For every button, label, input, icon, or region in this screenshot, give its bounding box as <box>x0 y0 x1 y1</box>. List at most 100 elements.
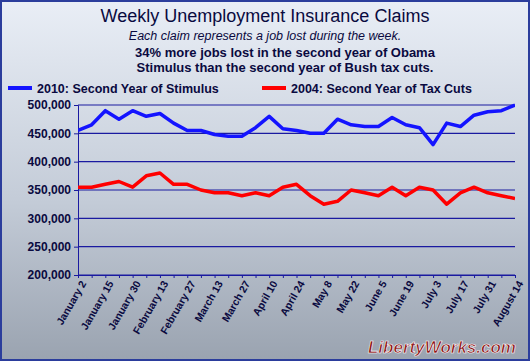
tick-mark <box>256 275 257 278</box>
annotation: 34% more jobs lost in the second year of… <box>135 45 436 60</box>
tick <box>337 275 338 278</box>
tick <box>392 275 393 278</box>
tick-mark <box>310 275 311 278</box>
tick-label: July 17 <box>443 278 471 315</box>
subtitle: Each claim represents a job lost during … <box>129 29 401 43</box>
tick-label: 250,000 <box>28 240 72 254</box>
legend-swatch <box>262 86 286 90</box>
grid-line <box>78 133 515 134</box>
tick-label: July 31 <box>470 278 498 315</box>
tick-mark <box>365 275 366 278</box>
tick-mark <box>74 190 78 191</box>
y-axis: 200,000 250,000 300,000 350,000 400,000 450,0… <box>28 98 79 282</box>
tick-mark <box>74 218 78 219</box>
tick-mark <box>460 275 461 278</box>
tick-label: August 14 <box>490 278 526 328</box>
tick: July 17 <box>443 275 471 315</box>
grid-line <box>78 246 515 247</box>
tick-mark <box>133 275 134 278</box>
tick-label: 400,000 <box>28 155 72 169</box>
series-line <box>78 173 515 204</box>
axis-line <box>74 106 79 276</box>
grid-line <box>78 218 515 219</box>
tick-label: 500,000 <box>28 98 72 112</box>
tick-label: 300,000 <box>28 212 72 226</box>
tick-mark <box>74 133 78 134</box>
tick-mark <box>74 275 78 276</box>
plot-area <box>78 105 515 204</box>
tick <box>146 275 147 278</box>
tick <box>501 275 502 278</box>
tick-mark <box>337 275 338 278</box>
tick-mark <box>392 275 393 278</box>
tick: July 3 <box>418 275 443 310</box>
tick-mark <box>105 275 106 278</box>
tick <box>283 275 284 278</box>
tick-mark <box>74 162 78 163</box>
tick: 350,000 <box>28 183 78 197</box>
x-axis: January 2January 15January 30February 13… <box>53 275 525 336</box>
tick-mark <box>74 247 78 248</box>
tick-label: May 22 <box>334 278 362 314</box>
tick-label: April 24 <box>277 278 307 317</box>
tick-mark <box>324 275 325 278</box>
tick: May 22 <box>334 275 362 315</box>
tick-mark <box>215 275 216 278</box>
title: Weekly Unemployment Insurance Claims <box>101 6 430 26</box>
tick: June 5 <box>362 275 389 313</box>
tick: February 27 <box>157 275 197 336</box>
tick <box>92 275 93 278</box>
legend-label: 2010: Second Year of Stimulus <box>37 82 219 96</box>
tick-label: May 8 <box>309 278 334 309</box>
tick-label: February 27 <box>157 278 197 336</box>
tick: August 14 <box>490 275 526 328</box>
tick <box>201 275 202 278</box>
grid-line <box>78 104 515 105</box>
legend-label: 2004: Second Year of Tax Cuts <box>291 82 472 96</box>
tick-mark <box>351 275 352 278</box>
tick-label: 350,000 <box>28 183 72 197</box>
tick: April 24 <box>277 275 307 318</box>
tick-label: April 10 <box>250 278 280 317</box>
tick: 250,000 <box>28 240 78 254</box>
tick <box>310 275 311 278</box>
legend-item: 2004: Second Year of Tax Cuts <box>262 82 472 96</box>
tick-mark <box>515 275 516 278</box>
tick <box>419 275 420 278</box>
tick-mark <box>174 275 175 278</box>
tick: June 19 <box>386 275 416 318</box>
tick-mark <box>187 275 188 278</box>
tick-mark <box>78 275 79 278</box>
tick-mark <box>74 105 78 106</box>
axis-line <box>79 276 516 279</box>
tick: 400,000 <box>28 155 78 169</box>
tick: March 27 <box>219 275 252 324</box>
tick-label: March 27 <box>219 278 252 324</box>
tick-mark <box>419 275 420 278</box>
tick-label: June 19 <box>386 278 416 318</box>
tick-mark <box>501 275 502 278</box>
legend-item: 2010: Second Year of Stimulus <box>8 82 219 96</box>
tick-label: 200,000 <box>28 268 72 282</box>
grid-line <box>78 189 515 190</box>
tick-mark <box>433 275 434 278</box>
tick-mark <box>474 275 475 278</box>
legend-swatch <box>8 86 32 90</box>
tick: 450,000 <box>28 127 78 141</box>
tick <box>228 275 229 278</box>
annotation: Stimulus than the second year of Bush ta… <box>137 60 434 75</box>
tick: May 8 <box>309 275 334 310</box>
tick-mark <box>447 275 448 278</box>
tick: July 31 <box>470 275 498 315</box>
tick-mark <box>160 275 161 278</box>
tick <box>174 275 175 278</box>
tick-mark <box>378 275 379 278</box>
tick-mark <box>92 275 93 278</box>
tick-mark <box>297 275 298 278</box>
tick-mark <box>119 275 120 278</box>
tick-mark <box>269 275 270 278</box>
tick-mark <box>488 275 489 278</box>
grid-line <box>78 161 515 162</box>
background <box>1 1 529 360</box>
series-line <box>78 105 515 145</box>
